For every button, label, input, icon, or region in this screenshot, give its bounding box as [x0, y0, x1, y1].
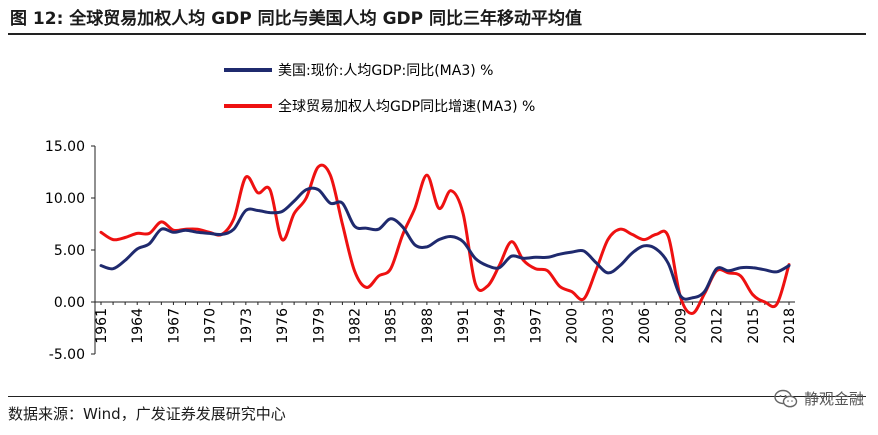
line-chart: 美国:现价:人均GDP:同比(MA3) % 全球贸易加权人均GDP同比增速(MA3…	[45, 63, 798, 363]
legend-label: 全球贸易加权人均GDP同比增速(MA3) %	[278, 98, 535, 115]
x-tick-label: 2000	[565, 308, 581, 344]
x-tick-label: 2009	[673, 308, 689, 344]
x-tick-label: 1985	[384, 308, 400, 344]
watermark-text: 静观金融	[803, 390, 864, 408]
x-tick-label: 1997	[529, 308, 545, 344]
x-tick-label: 2003	[601, 308, 617, 344]
series-lines	[99, 163, 791, 315]
x-tick-label: 1961	[94, 308, 110, 344]
x-tick-label: 1967	[166, 308, 182, 344]
legend: 美国:现价:人均GDP:同比(MA3) % 全球贸易加权人均GDP同比增速(MA3…	[224, 63, 535, 115]
legend-label: 美国:现价:人均GDP:同比(MA3) %	[278, 63, 493, 79]
x-tick-label: 1988	[420, 308, 436, 344]
series-line-global	[99, 163, 791, 315]
chart-title: 图 12: 全球贸易加权人均 GDP 同比与美国人均 GDP 同比三年移动平均值	[10, 9, 583, 29]
footer-divider	[8, 396, 866, 397]
x-tick-label: 1976	[275, 308, 291, 344]
y-tick-label: 5.00	[54, 243, 85, 259]
x-tick-label: 2018	[782, 308, 798, 344]
x-tick-label: 1991	[456, 308, 472, 344]
x-tick-label: 1982	[347, 308, 363, 344]
wechat-icon	[774, 389, 798, 407]
source-note: 数据来源：Wind，广发证券发展研究中心	[8, 405, 286, 423]
title-divider	[8, 33, 866, 35]
axes: -5.00 0.00 5.00 10.00 15.00 1961 1964 1967 1970 1…	[45, 139, 798, 363]
y-tick-label: 10.00	[45, 191, 85, 207]
x-tick-label: 2006	[637, 308, 653, 344]
watermark: 静观金融	[774, 388, 864, 409]
x-tick-label: 2012	[710, 308, 726, 344]
x-tick-label: 1994	[492, 308, 508, 344]
x-tick-label: 1973	[239, 308, 255, 344]
x-tick-label: 1979	[311, 308, 327, 344]
x-tick-label: 1970	[203, 308, 219, 344]
y-tick-label: 0.00	[54, 295, 85, 311]
y-tick-label: 15.00	[45, 139, 85, 155]
y-tick-label: -5.00	[49, 347, 85, 363]
series-line-us	[99, 186, 791, 301]
x-tick-label: 1964	[130, 308, 146, 344]
x-tick-label: 2015	[746, 308, 762, 344]
